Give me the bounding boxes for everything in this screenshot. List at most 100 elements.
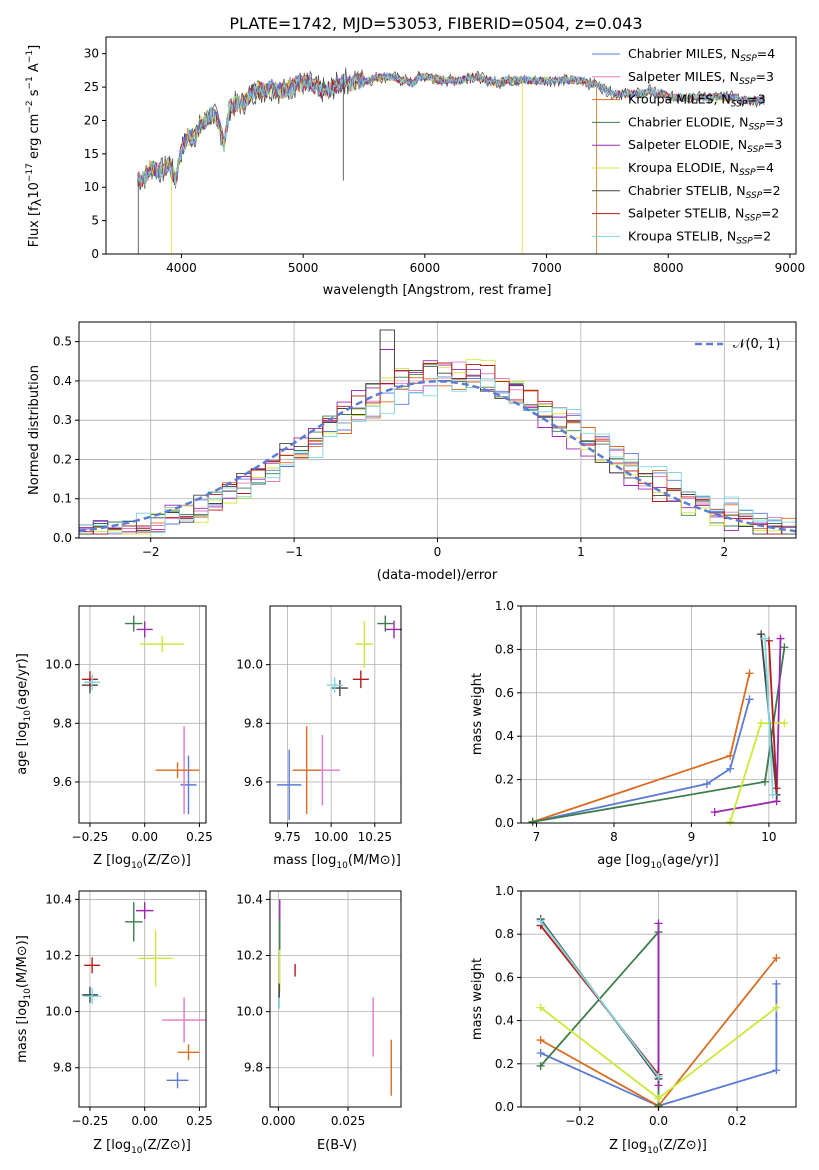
y-tick-label: 1.0 xyxy=(495,884,514,898)
weight-marker xyxy=(776,634,785,643)
axes-spectrum: 4000 5000 6000 7000 8000 9000 0 5 10 15 20 25 30 Chab… xyxy=(25,36,805,298)
weight-line xyxy=(539,920,660,1078)
y-tick-label: 0.6 xyxy=(495,686,514,700)
weight-marker xyxy=(726,817,735,826)
y-tick-label: 25 xyxy=(84,80,99,94)
weight-marker xyxy=(768,790,777,799)
weight-marker xyxy=(536,1036,545,1045)
series-line xyxy=(137,72,765,187)
weight-marker xyxy=(654,1094,663,1103)
plot-area xyxy=(276,615,403,821)
x-tick-label: 0.025 xyxy=(331,1114,365,1128)
y-tick-label: 0.4 xyxy=(53,374,72,388)
weight-marker xyxy=(780,719,789,728)
y-tick-label: 9.6 xyxy=(53,775,72,789)
plot-area xyxy=(81,615,200,815)
y-tick-label: 10.2 xyxy=(45,949,72,963)
y-tick-label: 0.4 xyxy=(495,729,514,743)
axes-age_vs_mass: 9.75 10.00 10.25 9.6 9.8 10.0 mass [log10(M/M⊙… xyxy=(236,605,403,871)
y-axis-label: Flux [fλ10−17 erg cm−2 s−1 A−1] xyxy=(25,45,45,247)
y-axis-label: mass weight xyxy=(470,958,485,1040)
plot-area xyxy=(278,899,392,1096)
x-tick-label: 9 xyxy=(688,830,696,844)
y-tick-label: 30 xyxy=(84,47,99,61)
weight-line xyxy=(532,699,751,823)
legend: 𝒩(0, 1) xyxy=(695,337,780,352)
y-tick-label: 0.8 xyxy=(495,642,514,656)
y-tick-label: 0.2 xyxy=(495,773,514,787)
weight-marker xyxy=(726,751,735,760)
weight-line xyxy=(532,673,751,823)
weight-marker xyxy=(536,1049,545,1057)
weight-marker xyxy=(761,634,770,643)
weight-marker xyxy=(772,1003,781,1012)
legend-entry: Salpeter MILES, NSSP=3 xyxy=(628,69,774,87)
weight-marker xyxy=(528,817,537,826)
x-tick-label: 0.00 xyxy=(131,830,158,844)
legend-entry: Chabrier ELODIE, NSSP=3 xyxy=(628,114,783,132)
y-tick-label: 0.6 xyxy=(495,970,514,984)
y-axis-label: age [log10(age/yr)] xyxy=(15,653,33,775)
legend-entry: Salpeter STELIB, NSSP=2 xyxy=(628,206,779,224)
y-tick-label: 0.4 xyxy=(495,1014,514,1028)
axes-residuals: −2 −1 0 1 2 0.0 0.1 0.2 0.3 0.4 0.5 𝒩(0, 1) (data-mo… xyxy=(27,321,797,583)
weight-marker xyxy=(757,719,766,728)
y-tick-label: 10 xyxy=(84,180,99,194)
x-tick-label: −0.25 xyxy=(72,830,109,844)
x-tick-label: 10.25 xyxy=(358,830,392,844)
weight-marker xyxy=(772,1066,781,1075)
x-tick-label: 1 xyxy=(577,545,585,559)
x-tick-label: 0.00 xyxy=(131,1114,158,1128)
y-tick-label: 0 xyxy=(91,247,99,261)
legend-entry: Kroupa MILES, NSSP=3 xyxy=(628,92,766,110)
y-tick-label: 9.6 xyxy=(244,775,263,789)
weight-marker xyxy=(654,919,663,928)
y-tick-label: 10.0 xyxy=(45,658,72,672)
y-tick-label: 10.2 xyxy=(236,949,263,963)
x-tick-label: 0.2 xyxy=(728,1114,747,1128)
y-tick-label: 10.0 xyxy=(236,658,263,672)
weight-marker xyxy=(726,764,735,773)
axes-weight_vs_age: 7 8 9 10 0.0 0.2 0.4 0.6 0.8 1.0 age [log10(age/yr… xyxy=(470,599,797,871)
axes-frame xyxy=(269,890,402,1108)
weight-marker xyxy=(536,917,545,926)
plot-area xyxy=(528,630,789,826)
y-tick-label: 0.2 xyxy=(53,452,72,466)
weight-line xyxy=(764,638,774,795)
histogram-series xyxy=(79,349,796,535)
y-tick-label: 10.0 xyxy=(236,1005,263,1019)
x-tick-label: 8000 xyxy=(653,261,684,275)
x-tick-label: 7000 xyxy=(531,261,562,275)
weight-marker xyxy=(536,1003,545,1012)
x-tick-label: 0 xyxy=(434,545,442,559)
weight-marker xyxy=(772,979,781,988)
axes-frame xyxy=(78,890,207,1108)
weight-marker xyxy=(536,1061,545,1070)
y-axis-label: mass [log10(M/M⊙)] xyxy=(15,935,33,1063)
x-tick-label: 8 xyxy=(610,830,618,844)
axes-frame xyxy=(520,605,797,824)
x-tick-label: 0.25 xyxy=(186,830,213,844)
x-tick-label: 5000 xyxy=(288,261,319,275)
weight-marker xyxy=(772,953,781,962)
legend-entry: Chabrier MILES, NSSP=4 xyxy=(628,46,775,64)
histogram-series xyxy=(79,329,796,535)
weight-marker xyxy=(654,1072,663,1081)
axes-weight_vs_Z: −0.2 0.0 0.2 0.0 0.2 0.4 0.6 0.8 1.0 Z [log10(Z/Z… xyxy=(470,884,797,1156)
legend-entry: 𝒩(0, 1) xyxy=(733,337,780,352)
weight-marker xyxy=(761,777,770,786)
x-tick-label: −0.25 xyxy=(72,1114,109,1128)
weight-marker xyxy=(702,779,711,788)
x-axis-label: Z [log10(Z/Z⊙)] xyxy=(93,853,191,871)
x-tick-label: 0.0 xyxy=(649,1114,668,1128)
weight-line xyxy=(540,983,778,1107)
x-tick-label: 10 xyxy=(761,830,776,844)
y-tick-label: 0.8 xyxy=(495,927,514,941)
x-axis-label: Z [log10(Z/Z⊙)] xyxy=(93,1138,191,1156)
weight-marker xyxy=(710,808,719,817)
histogram-series xyxy=(79,375,796,534)
axes-mass_vs_Z: −0.25 0.00 0.25 9.8 10.0 10.2 10.4 Z [log10(Z/Z… xyxy=(15,890,213,1156)
x-tick-label: 7 xyxy=(533,830,541,844)
y-tick-label: 20 xyxy=(84,113,99,127)
